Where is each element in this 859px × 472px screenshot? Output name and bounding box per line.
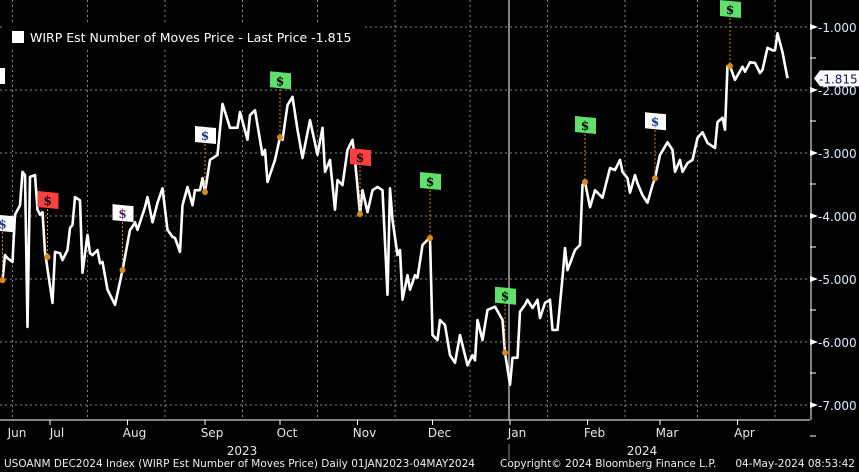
x-tick-label: Feb bbox=[584, 426, 605, 440]
legend-label: WIRP Est Number of Moves Price - Last Pr… bbox=[30, 30, 351, 45]
x-tick-label: Jan bbox=[507, 426, 527, 440]
dollar-icon: $ bbox=[726, 3, 734, 17]
x-tick-label: Dec bbox=[428, 426, 451, 440]
dollar-icon: $ bbox=[276, 74, 284, 88]
y-tick-arrow-icon bbox=[810, 150, 818, 156]
x-tick-label: Apr bbox=[734, 426, 755, 440]
y-tick-label: -3.000 bbox=[818, 147, 857, 161]
flag-icon bbox=[645, 112, 666, 131]
y-tick-label: -7.000 bbox=[818, 399, 857, 413]
dollar-icon: $ bbox=[651, 115, 659, 129]
y-tick-label: -2.000 bbox=[818, 84, 857, 98]
series-layer bbox=[1, 31, 789, 387]
left-edge-tag bbox=[0, 68, 5, 84]
y-axis: -1.000 -2.000 -3.000 -4.000 -5.000 -6.000 -7.0… bbox=[810, 0, 859, 437]
event-dot bbox=[277, 134, 283, 141]
x-tick-label: Nov bbox=[353, 426, 376, 440]
event-dot bbox=[427, 235, 433, 242]
event-flag[interactable]: $ bbox=[645, 112, 666, 182]
event-flag[interactable]: $ bbox=[0, 214, 14, 284]
series-line bbox=[1, 31, 789, 387]
flag-icon bbox=[112, 204, 134, 223]
legend[interactable]: WIRP Est Number of Moves Price - Last Pr… bbox=[5, 25, 363, 50]
y-tick-arrow-icon bbox=[810, 276, 818, 282]
x-tick-label: Jun bbox=[7, 426, 27, 440]
event-markers: $ $ $ $ $ $ $ $ $ $ $ bbox=[0, 0, 741, 356]
y-tick-label: -5.000 bbox=[818, 273, 857, 287]
event-dot bbox=[652, 175, 658, 182]
y-tick-arrow-icon bbox=[810, 87, 818, 93]
event-flag[interactable]: $ bbox=[575, 115, 596, 185]
legend-swatch-icon bbox=[12, 31, 24, 43]
event-flag[interactable]: $ bbox=[495, 286, 516, 356]
dollar-icon: $ bbox=[581, 119, 589, 133]
event-dot bbox=[727, 63, 733, 70]
event-dot bbox=[0, 277, 6, 284]
y-tick-arrow-icon bbox=[810, 339, 818, 345]
flag-icon bbox=[37, 190, 59, 209]
event-flag[interactable]: $ bbox=[270, 71, 291, 141]
legend-box bbox=[5, 25, 363, 50]
y-tick-arrow-icon bbox=[810, 213, 818, 219]
flag-icon bbox=[270, 71, 291, 90]
x-tick-label: Mar bbox=[656, 426, 679, 440]
y-tick-arrow-icon bbox=[810, 24, 818, 30]
dollar-icon: $ bbox=[356, 151, 364, 165]
event-dot bbox=[357, 211, 363, 218]
event-dot bbox=[44, 253, 51, 260]
flag-icon bbox=[420, 172, 441, 191]
x-axis: Jun Jul Aug Sep Oct Nov Dec Jan Feb Mar Apr 2023 202… bbox=[0, 419, 810, 460]
flag-icon bbox=[495, 286, 516, 305]
event-dot bbox=[119, 267, 126, 274]
footer-ticker: USOANM DEC2024 Index (WIRP Est Number of… bbox=[4, 458, 475, 470]
y-tick-arrow-icon bbox=[810, 402, 818, 408]
event-flag[interactable]: $ bbox=[195, 126, 216, 196]
x-tick-label: Aug bbox=[123, 426, 146, 440]
y-tick-label: -4.000 bbox=[818, 210, 857, 224]
dollar-icon: $ bbox=[118, 207, 126, 221]
x-tick-label: Jul bbox=[49, 426, 64, 440]
event-flag[interactable]: $ bbox=[112, 204, 134, 274]
event-flag[interactable]: $ bbox=[420, 172, 441, 242]
event-dot bbox=[582, 178, 588, 185]
flag-icon bbox=[575, 115, 596, 134]
year-label: 2023 bbox=[227, 444, 258, 458]
dollar-icon: $ bbox=[501, 290, 509, 304]
footer-timestamp: 04-May-2024 08:53:42 bbox=[735, 458, 855, 470]
flag-icon bbox=[0, 214, 14, 233]
x-tick-label: Oct bbox=[277, 426, 298, 440]
footer: USOANM DEC2024 Index (WIRP Est Number of… bbox=[4, 458, 855, 470]
flag-icon bbox=[350, 148, 371, 167]
year-label: 2024 bbox=[627, 444, 658, 458]
dollar-icon: $ bbox=[0, 217, 7, 231]
event-flag[interactable]: $ bbox=[720, 0, 741, 70]
event-dot bbox=[202, 189, 208, 196]
last-price-tag: -1.815 bbox=[814, 70, 859, 87]
x-tick-label: Sep bbox=[201, 426, 224, 440]
dollar-icon: $ bbox=[201, 129, 209, 143]
flag-icon bbox=[195, 126, 216, 145]
y-tick-label: -6.000 bbox=[818, 336, 857, 350]
footer-copyright: Copyright© 2024 Bloomberg Finance L.P. bbox=[500, 458, 716, 470]
event-flag[interactable]: $ bbox=[350, 148, 371, 218]
dollar-icon: $ bbox=[426, 175, 434, 189]
event-flag[interactable]: $ bbox=[37, 190, 59, 260]
last-price-tag-bg bbox=[814, 70, 859, 87]
last-price-value: -1.815 bbox=[819, 72, 858, 86]
y-tick-label: -1.000 bbox=[818, 21, 857, 35]
event-dot bbox=[502, 349, 508, 356]
flag-icon bbox=[720, 0, 741, 19]
dollar-icon: $ bbox=[43, 194, 51, 208]
